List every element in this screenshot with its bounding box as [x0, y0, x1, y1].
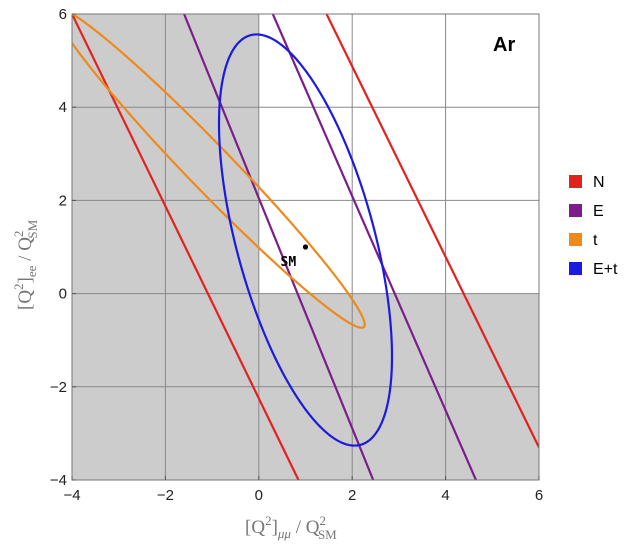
y-tick-label: 0: [59, 286, 67, 303]
x-tick-label: 2: [348, 487, 356, 504]
y-tick-label: −2: [50, 379, 67, 396]
series-e-line-1: [183, 14, 375, 480]
series-e-line-2: [271, 14, 477, 480]
legend: NEt E+t: [569, 174, 618, 278]
y-tick-label: 2: [59, 192, 67, 209]
series-e-t-ellipse: [217, 33, 394, 447]
x-tick-label: 6: [535, 487, 543, 504]
y-tick-label: 4: [59, 99, 67, 116]
series-curves: [72, 14, 539, 480]
x-tick-label: −2: [157, 487, 174, 504]
series-n-line-2: [325, 14, 539, 448]
legend-label-t: t: [593, 232, 598, 249]
legend-label-e: E: [593, 203, 604, 220]
legend-label-n: N: [593, 174, 605, 191]
sm-point: [302, 244, 309, 250]
legend-swatch-e: [569, 204, 582, 217]
y-tick-label: 6: [59, 6, 67, 23]
legend-swatch-t: [569, 233, 582, 246]
data-points: SM: [281, 244, 309, 270]
y-axis-title: [Q2]ee / Q2SM: [11, 219, 40, 310]
sm-point-label: SM: [281, 255, 297, 270]
x-tick-label: 4: [441, 487, 449, 504]
legend-swatch-e-t: [569, 262, 582, 275]
plot-frame: [71, 13, 540, 481]
panel-label: Ar: [493, 34, 515, 56]
series-t-ellipse: [72, 14, 366, 329]
legend-label-e-t: E+t: [593, 261, 618, 278]
y-tick-label: −4: [50, 472, 67, 489]
axis-ticks: −4 −2 0 2 4 6 −4 −2 0 2 4 6: [50, 6, 543, 504]
x-tick-label: −4: [63, 487, 80, 504]
x-axis-title: [Q2]μμ / Q2 SM: [245, 513, 337, 542]
legend-swatch-n: [569, 175, 582, 188]
x-tick-label: 0: [255, 487, 263, 504]
